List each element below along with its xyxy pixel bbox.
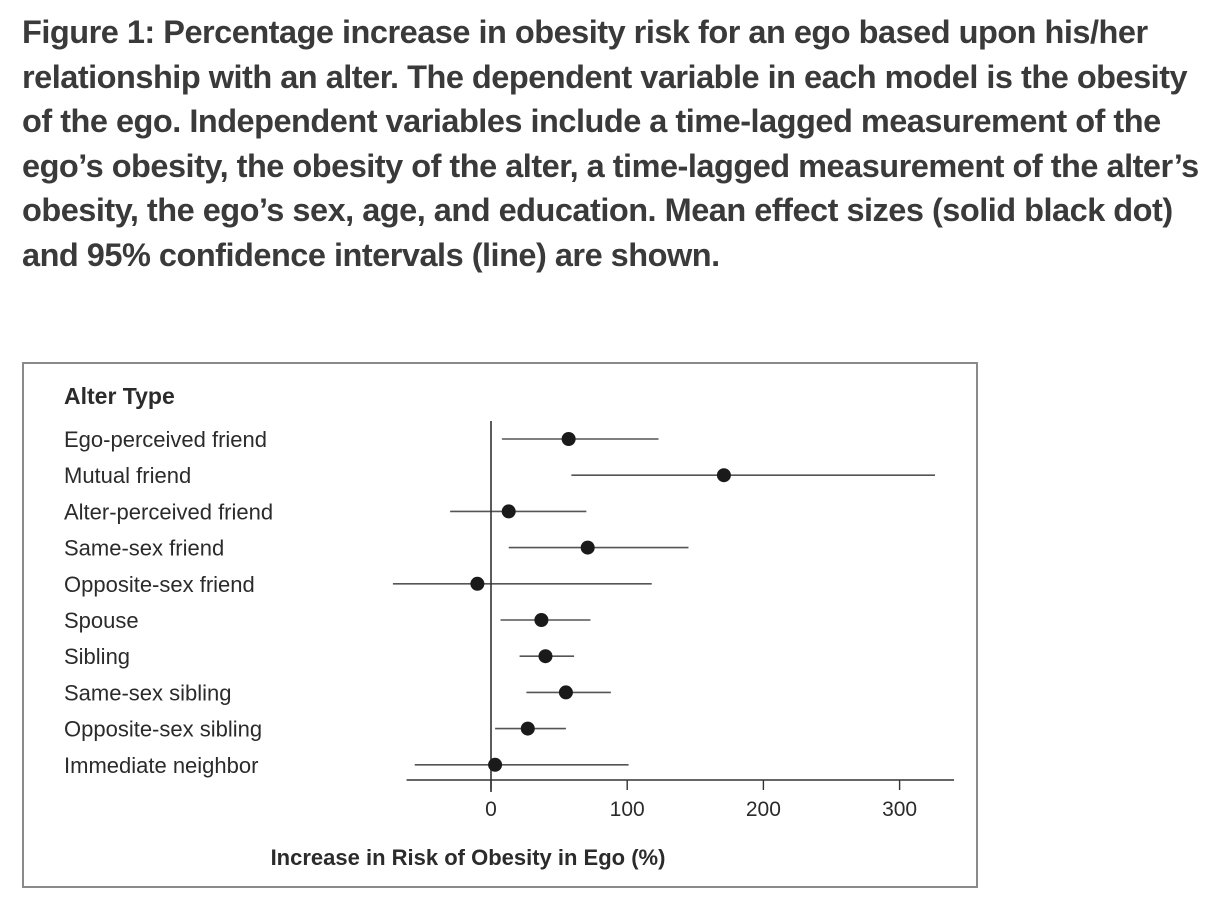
row-label: Sibling bbox=[64, 644, 130, 669]
row-label: Same-sex sibling bbox=[64, 680, 232, 705]
row-label: Opposite-sex friend bbox=[64, 572, 255, 597]
mean-point bbox=[580, 540, 595, 555]
mean-point bbox=[488, 757, 503, 772]
row-label: Mutual friend bbox=[64, 463, 191, 488]
row-label: Alter-perceived friend bbox=[64, 499, 273, 524]
mean-point bbox=[534, 613, 549, 627]
row-label: Opposite-sex sibling bbox=[64, 717, 262, 742]
mean-point bbox=[501, 504, 516, 519]
x-axis-label: Increase in Risk of Obesity in Ego (%) bbox=[271, 845, 666, 870]
row-label: Spouse bbox=[64, 608, 139, 633]
x-tick-label: 100 bbox=[610, 798, 645, 821]
figure-caption: Figure 1: Percentage increase in obesity… bbox=[22, 14, 1199, 273]
row-header-label: Alter Type bbox=[64, 383, 175, 409]
x-tick-label: 300 bbox=[882, 798, 917, 821]
forest-plot: Alter Type Ego-perceived friend Mutual fr… bbox=[64, 383, 955, 870]
row-label: Ego-perceived friend bbox=[64, 427, 267, 452]
mean-point bbox=[561, 432, 576, 446]
x-tick-label: 0 bbox=[485, 798, 497, 821]
x-tick-label: 200 bbox=[746, 798, 781, 821]
forest-plot-panel: Alter Type Ego-perceived friend Mutual fr… bbox=[22, 362, 978, 888]
mean-point bbox=[520, 721, 535, 736]
mean-point bbox=[538, 649, 553, 664]
mean-point bbox=[470, 576, 485, 591]
row-label: Same-sex friend bbox=[64, 536, 224, 561]
row-label: Immediate neighbor bbox=[64, 753, 258, 778]
mean-point bbox=[716, 468, 731, 483]
mean-point bbox=[558, 685, 573, 700]
